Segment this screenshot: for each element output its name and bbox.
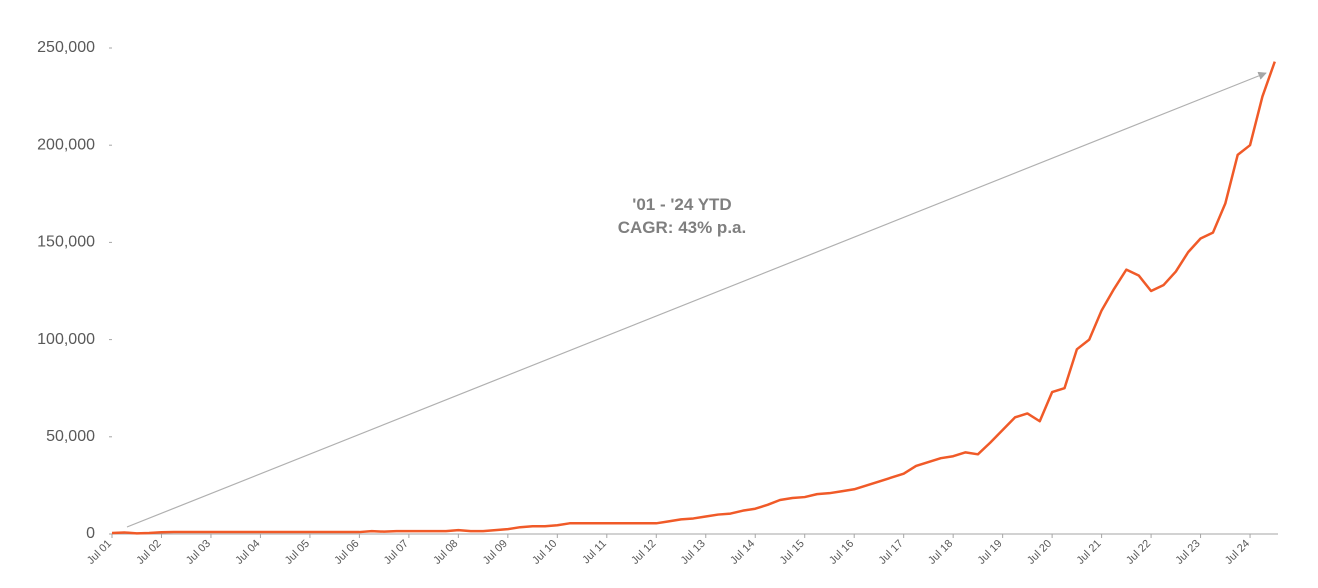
x-tick-label: Jul 03 <box>184 538 213 567</box>
x-tick-label: Jul 06 <box>332 538 361 567</box>
x-tick-label: Jul 23 <box>1173 538 1202 567</box>
x-tick-label: Jul 08 <box>431 538 460 567</box>
x-tick-label: Jul 05 <box>283 538 312 567</box>
y-tick-label: 250,000 <box>37 39 95 56</box>
x-tick-label: Jul 16 <box>827 538 856 567</box>
x-tick-label: Jul 18 <box>926 538 955 567</box>
x-tick-label: Jul 11 <box>580 538 609 567</box>
x-tick-label: Jul 15 <box>778 538 807 567</box>
x-tick-label: Jul 02 <box>134 538 163 567</box>
x-tick-label: Jul 20 <box>1025 538 1054 567</box>
x-tick-label: Jul 13 <box>679 538 708 567</box>
x-tick-label: Jul 10 <box>530 538 559 567</box>
annotation: '01 - '24 YTD <box>632 195 731 214</box>
x-tick-label: Jul 09 <box>481 538 510 567</box>
y-tick-label: 0 <box>86 525 95 542</box>
y-tick-label: 150,000 <box>37 234 95 251</box>
x-tick-label: Jul 14 <box>728 538 757 567</box>
x-tick-label: Jul 24 <box>1223 538 1252 567</box>
trend-arrow <box>126 71 1267 528</box>
y-tick-label: 100,000 <box>37 331 95 348</box>
series-line <box>111 61 1276 535</box>
x-tick-label: Jul 19 <box>976 538 1005 567</box>
x-tick-label: Jul 17 <box>877 538 906 567</box>
x-tick-label: Jul 07 <box>382 538 411 567</box>
x-tick-label: Jul 22 <box>1124 538 1153 567</box>
x-tick-label: Jul 21 <box>1074 538 1103 567</box>
y-tick-label: 50,000 <box>46 428 95 445</box>
x-tick-label: Jul 12 <box>629 538 658 567</box>
y-tick-label: 200,000 <box>37 136 95 153</box>
annotation: CAGR: 43% p.a. <box>618 218 746 237</box>
x-tick-label: Jul 04 <box>233 538 262 567</box>
